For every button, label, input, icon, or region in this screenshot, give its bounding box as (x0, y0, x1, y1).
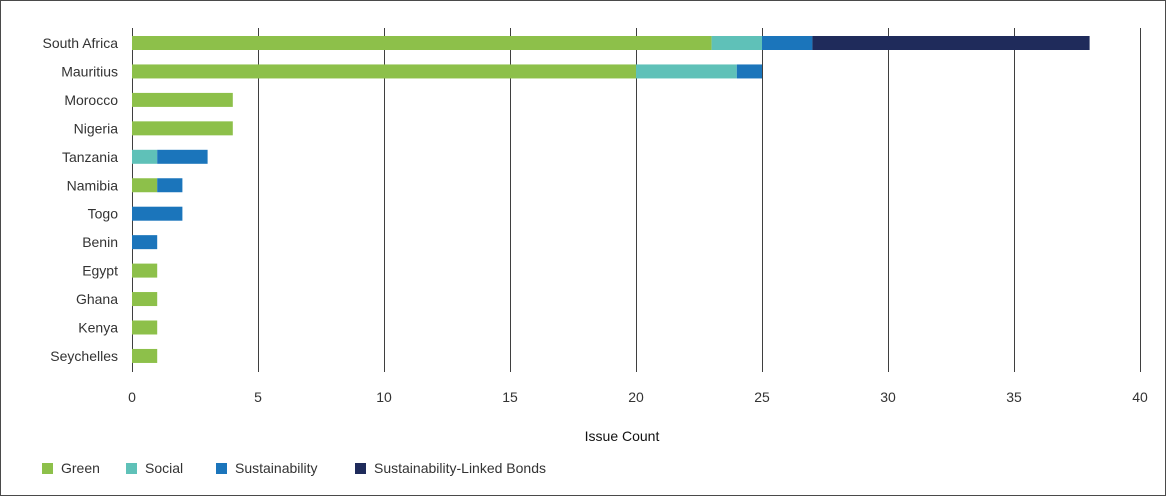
bar-segment (132, 36, 712, 50)
x-axis-title: Issue Count (585, 428, 660, 444)
category-label: Togo (88, 206, 119, 222)
x-tick-label: 0 (128, 389, 136, 405)
bar-segment (132, 206, 183, 221)
grid-lines (132, 28, 1141, 372)
category-label: Benin (82, 234, 118, 250)
category-label: Mauritius (61, 63, 118, 79)
bar-segment (132, 292, 158, 307)
legend-label: Social (145, 460, 183, 476)
bar-segment (736, 64, 762, 79)
legend-swatch (216, 463, 227, 474)
legend-label: Green (61, 460, 100, 476)
bar-segment (132, 263, 158, 278)
legend-label: Sustainability (235, 460, 318, 476)
bar-segment (132, 235, 158, 250)
category-label: Morocco (64, 92, 118, 108)
legend-swatch (355, 463, 366, 474)
bar-segment (812, 36, 1090, 50)
x-tick-label: 25 (754, 389, 770, 405)
category-label: Egypt (82, 263, 118, 279)
bar-segment (132, 320, 158, 335)
bar-segment (132, 149, 158, 164)
category-label: South Africa (43, 35, 119, 51)
category-label: Namibia (67, 177, 119, 193)
bar-segment (132, 178, 158, 193)
category-labels: South Africa Mauritius Morocco Nigeria Tanza… (43, 35, 119, 364)
bar-segment (132, 348, 158, 363)
bar-segment (132, 121, 233, 136)
bar-segment (157, 149, 208, 164)
category-label: Kenya (78, 320, 118, 336)
bar-segment (132, 64, 636, 79)
legend: Green Social Sustainability Sustainability-… (42, 460, 546, 476)
category-label: Tanzania (62, 149, 118, 165)
bar-segment (157, 178, 183, 193)
category-label: Ghana (76, 291, 118, 307)
bar-segment (636, 64, 737, 79)
category-label: Nigeria (74, 120, 119, 136)
x-tick-label: 5 (254, 389, 262, 405)
bar-segment (762, 36, 813, 50)
x-tick-label: 10 (376, 389, 392, 405)
category-label: Seychelles (50, 348, 118, 364)
legend-swatch (126, 463, 137, 474)
bar-segment (132, 92, 233, 107)
x-tick-label: 35 (1006, 389, 1022, 405)
bars (132, 36, 1090, 363)
legend-swatch (42, 463, 53, 474)
x-tick-labels: 0 5 10 15 20 25 30 35 40 (128, 389, 1148, 405)
x-tick-label: 20 (628, 389, 644, 405)
legend-label: Sustainability-Linked Bonds (374, 460, 546, 476)
bar-segment (711, 36, 762, 50)
x-tick-label: 30 (880, 389, 896, 405)
x-tick-label: 40 (1132, 389, 1148, 405)
x-tick-label: 15 (502, 389, 518, 405)
